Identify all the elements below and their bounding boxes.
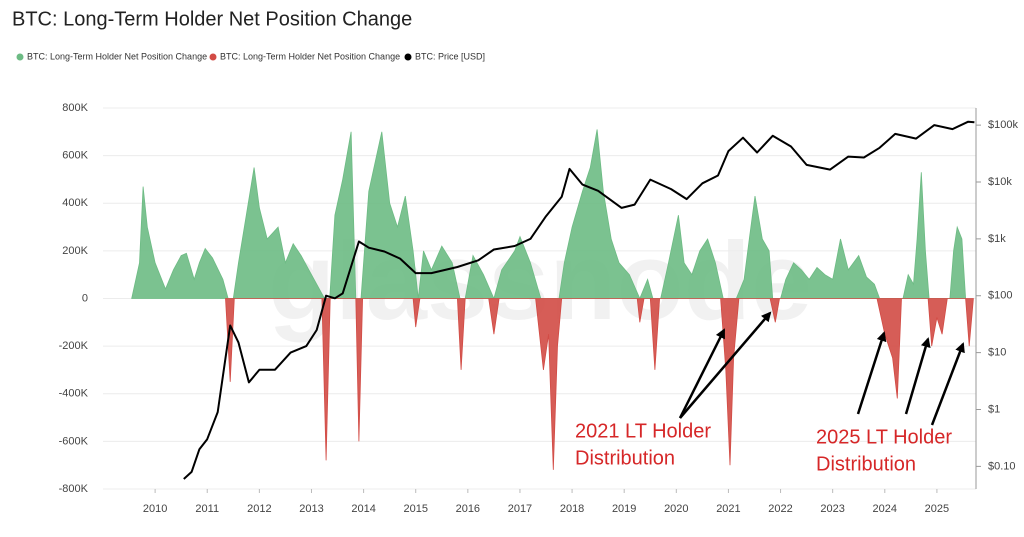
legend-label: BTC: Price [USD] xyxy=(415,51,485,61)
x-tick-label: 2018 xyxy=(560,503,584,515)
chart-title: BTC: Long-Term Holder Net Position Chang… xyxy=(12,8,412,30)
y-tick-label: -400K xyxy=(59,388,89,400)
arrow xyxy=(678,328,726,419)
y2-tick-label: $100k xyxy=(988,119,1018,131)
y-tick-label: 600K xyxy=(62,150,88,162)
x-tick-label: 2012 xyxy=(247,503,271,515)
y-tick-label: 0 xyxy=(82,292,88,304)
x-tick-label: 2025 xyxy=(925,503,949,515)
y-tick-label: -200K xyxy=(59,340,89,352)
x-tick-label: 2013 xyxy=(299,503,323,515)
y2-tick-label: $10k xyxy=(988,176,1012,188)
y-tick-label: -800K xyxy=(59,483,89,495)
annotation: Distribution xyxy=(816,453,916,475)
y2-tick-label: $10 xyxy=(988,347,1006,359)
x-tick-label: 2015 xyxy=(403,503,427,515)
y-tick-label: 800K xyxy=(62,102,88,114)
x-tick-label: 2022 xyxy=(768,503,792,515)
x-tick-label: 2014 xyxy=(351,503,375,515)
x-tick-label: 2024 xyxy=(873,503,897,515)
annotation: 2025 LT Holder xyxy=(816,426,952,448)
y-tick-label: -600K xyxy=(59,435,89,447)
arrow xyxy=(930,342,965,426)
y2-tick-label: $1k xyxy=(988,233,1006,245)
price-line xyxy=(183,120,975,480)
legend-swatch xyxy=(209,53,217,61)
x-tick-label: 2019 xyxy=(612,503,636,515)
x-tick-label: 2017 xyxy=(508,503,532,515)
arrow xyxy=(904,337,931,415)
x-tick-label: 2016 xyxy=(456,503,480,515)
legend-label: BTC: Long-Term Holder Net Position Chang… xyxy=(27,51,207,61)
y2-tick-label: $0.10 xyxy=(988,460,1016,472)
plot-area: glassnode xyxy=(103,107,981,493)
legend-swatch xyxy=(404,53,412,61)
x-tick-label: 2021 xyxy=(716,503,740,515)
x-tick-label: 2023 xyxy=(820,503,844,515)
area xyxy=(225,298,974,470)
y-tick-label: 400K xyxy=(62,197,88,209)
annotation: Distribution xyxy=(575,447,675,469)
x-tick-label: 2011 xyxy=(195,503,219,515)
annotation: 2021 LT Holder xyxy=(575,420,711,442)
arrow xyxy=(856,331,887,415)
arrow xyxy=(679,311,772,419)
legend-swatch xyxy=(16,53,24,61)
y-tick-label: 200K xyxy=(62,245,88,257)
y2-tick-label: $1 xyxy=(988,403,1000,415)
annotation-arrows xyxy=(678,311,965,426)
legend-label: BTC: Long-Term Holder Net Position Chang… xyxy=(220,51,400,61)
x-tick-label: 2010 xyxy=(143,503,167,515)
x-tick-label: 2020 xyxy=(664,503,688,515)
y2-tick-label: $100 xyxy=(988,290,1012,302)
